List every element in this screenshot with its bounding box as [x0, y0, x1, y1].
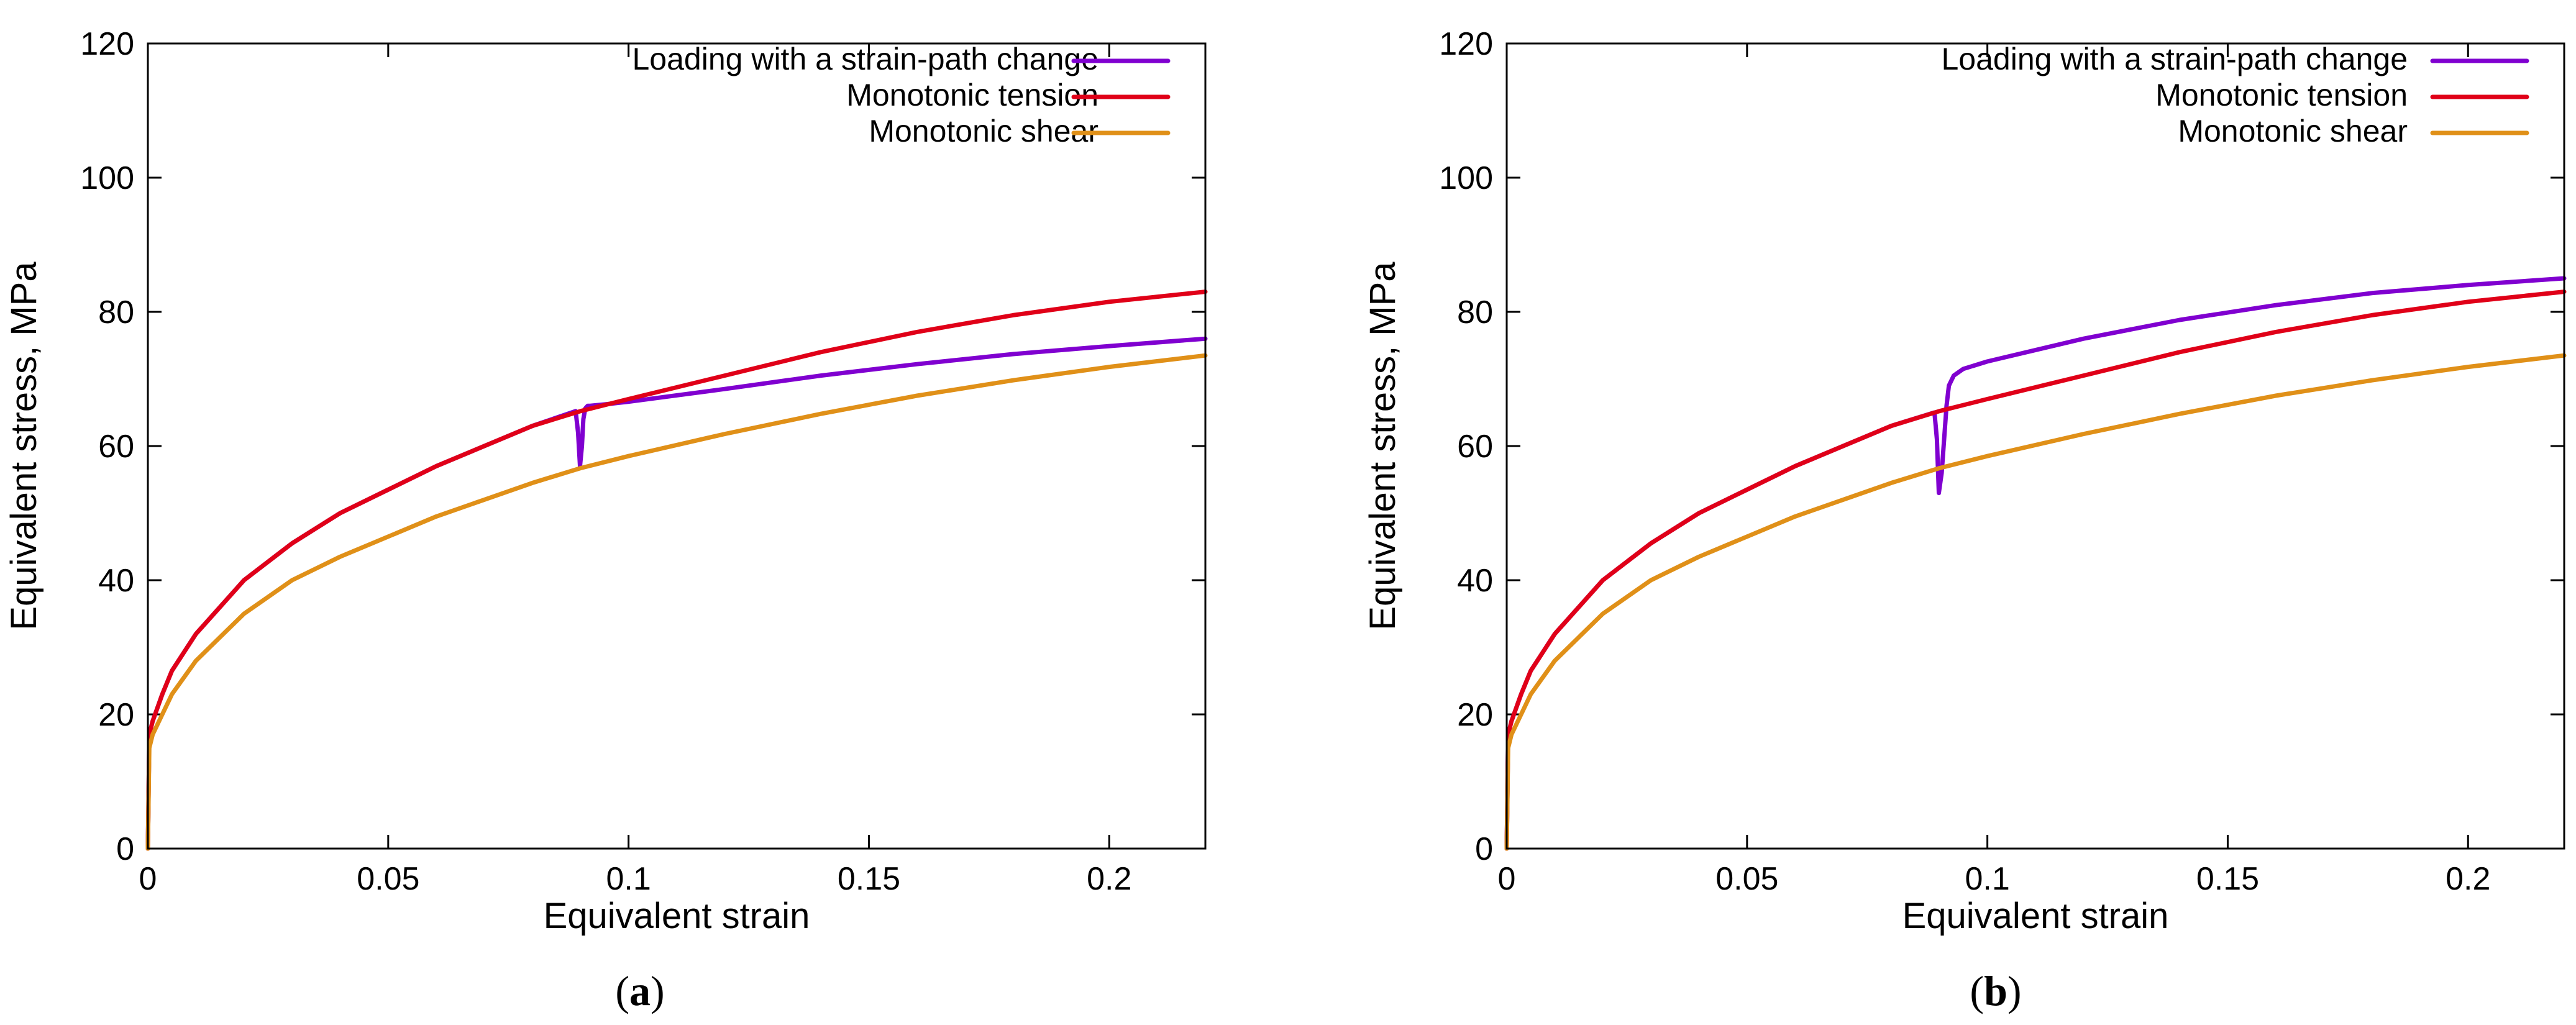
- x-tick-label: 0.2: [1087, 861, 1131, 897]
- y-tick-label: 100: [1439, 160, 1493, 196]
- chart-panel-a: 0 20 40 60 80 100 120 0 0.05 0.1 0.15 0.2 Loading wi…: [4, 26, 1208, 1014]
- y-tick-label: 0: [1475, 831, 1493, 867]
- caption-open-paren: (: [615, 967, 629, 1014]
- chart-panel-b: 0 20 40 60 80 100 120 0 0.05 0.1 0.15 0.2 Loading wi…: [1363, 26, 2567, 1014]
- y-tick-label: 20: [1457, 697, 1493, 733]
- series-line-1: [1504, 276, 2567, 851]
- series-line-3: [1504, 353, 2567, 851]
- series-line-2: [1504, 289, 2567, 851]
- series-line-1: [145, 336, 1208, 851]
- plot-frame: [147, 42, 1207, 850]
- panel-caption: (a): [615, 967, 664, 1014]
- x-tick-label: 0.15: [838, 861, 900, 897]
- y-tick-label: 80: [1457, 294, 1493, 330]
- x-tick-label: 0.05: [1715, 861, 1778, 897]
- caption-close-paren: ): [2007, 967, 2022, 1014]
- caption-letter: a: [629, 967, 651, 1014]
- series-line-3: [145, 353, 1208, 851]
- caption-letter: b: [1984, 967, 2007, 1014]
- legend-entry-label: Monotonic tension: [846, 78, 1098, 112]
- caption-open-paren: (: [1970, 967, 1984, 1014]
- x-tick-label: 0.15: [2196, 861, 2259, 897]
- x-tick-label: 0.1: [1965, 861, 2009, 897]
- y-tick-label: 20: [98, 697, 134, 733]
- x-tick-label: 0.05: [357, 861, 419, 897]
- legend-entry-label: Monotonic shear: [869, 114, 1098, 148]
- plot-frame: [1505, 42, 2565, 850]
- y-tick-label: 120: [80, 26, 134, 62]
- caption-close-paren: ): [651, 967, 665, 1014]
- series-line-2: [145, 289, 1208, 851]
- x-tick-label: 0.2: [2446, 861, 2490, 897]
- legend-entry-label: Loading with a strain-path change: [632, 42, 1098, 76]
- y-tick-label: 40: [1457, 563, 1493, 599]
- y-tick-label: 120: [1439, 26, 1493, 62]
- x-tick-label: 0: [1498, 861, 1516, 897]
- x-tick-label: 0: [139, 861, 157, 897]
- y-axis-label: Equivalent stress, MPa: [4, 262, 44, 631]
- y-tick-label: 60: [98, 429, 134, 465]
- panel-caption: (b): [1970, 967, 2021, 1014]
- y-tick-label: 40: [98, 563, 134, 599]
- x-axis-label: Equivalent strain: [544, 896, 810, 936]
- legend-entry-label: Monotonic tension: [2155, 78, 2408, 112]
- y-tick-label: 0: [116, 831, 134, 867]
- y-axis-label: Equivalent stress, MPa: [1363, 262, 1403, 631]
- y-tick-label: 100: [80, 160, 134, 196]
- y-tick-label: 60: [1457, 429, 1493, 465]
- legend-entry-label: Loading with a strain-path change: [1941, 42, 2408, 76]
- x-axis-label: Equivalent strain: [1902, 896, 2169, 936]
- x-tick-label: 0.1: [606, 861, 651, 897]
- y-tick-label: 80: [98, 294, 134, 330]
- legend-entry-label: Monotonic shear: [2178, 114, 2408, 148]
